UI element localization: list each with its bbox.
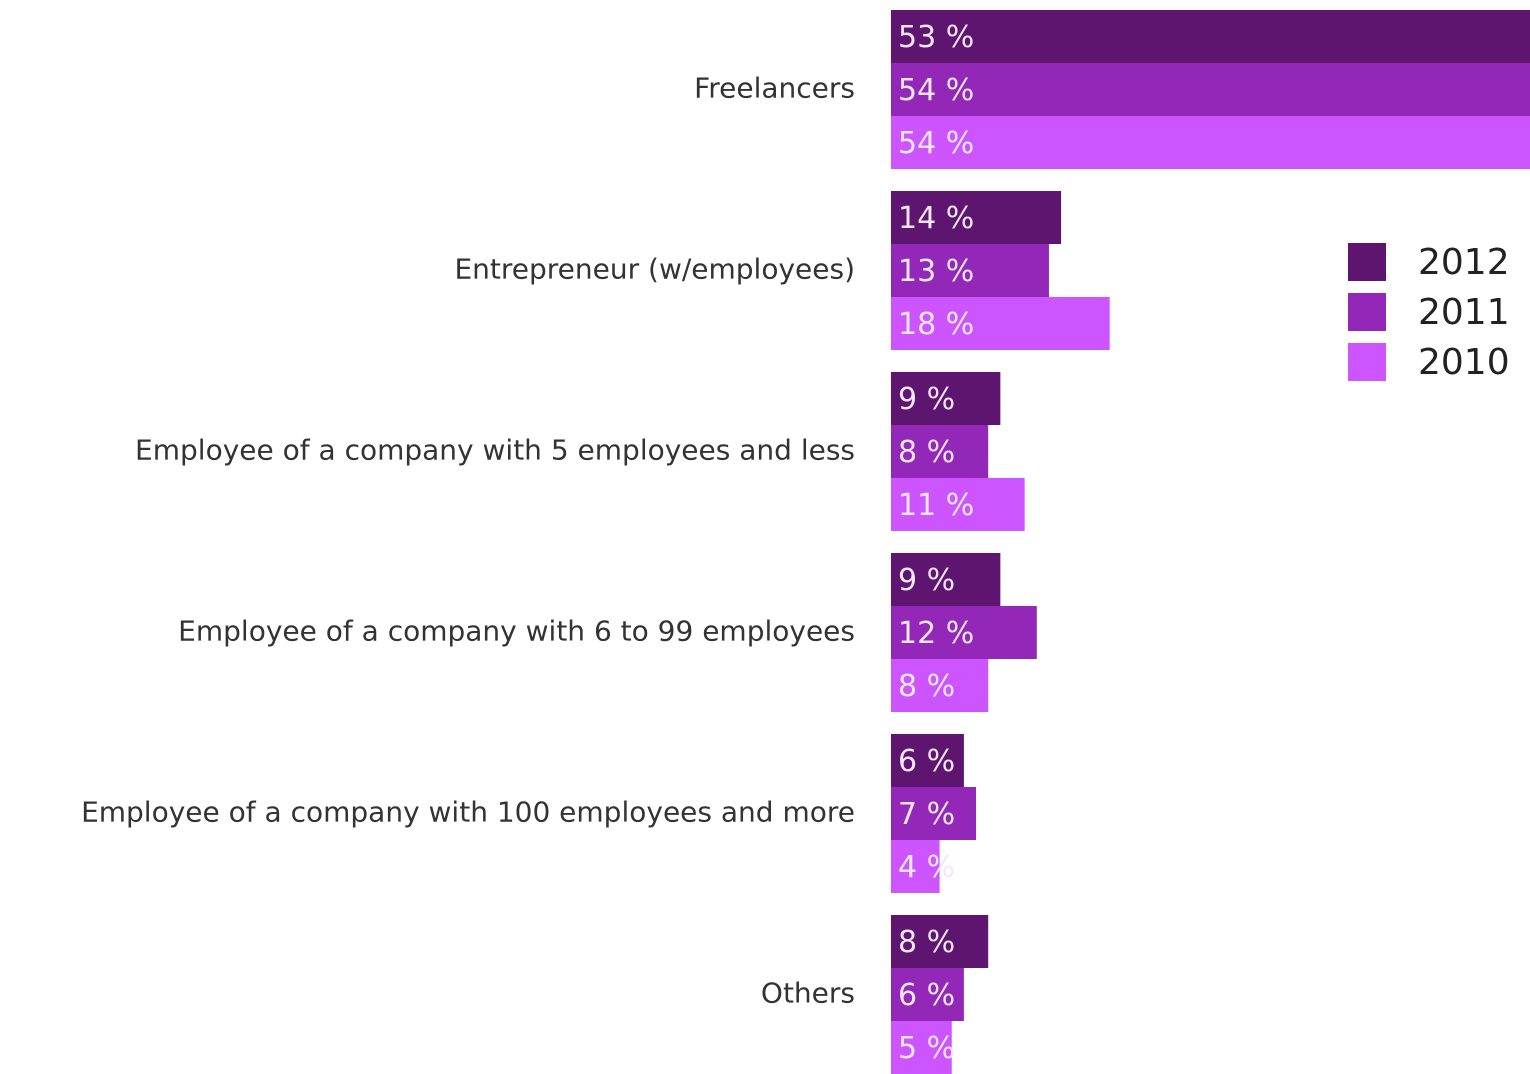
bar [891, 734, 964, 787]
value-label: 12 % [898, 616, 974, 651]
bar [891, 244, 1049, 297]
value-label: 8 % [898, 925, 955, 960]
category-label: Others [761, 977, 855, 1010]
bar [891, 787, 977, 840]
bar [891, 10, 1530, 63]
category-label: Freelancers [694, 72, 855, 105]
bar [891, 372, 1001, 425]
value-label: 4 % [898, 850, 955, 885]
category-label: Employee of a company with 6 to 99 emplo… [178, 615, 855, 648]
value-label: 7 % [898, 797, 955, 832]
bar [891, 116, 1530, 169]
value-label: 8 % [898, 435, 955, 470]
legend-label: 2011 [1418, 292, 1510, 333]
bar [891, 63, 1530, 116]
bar [891, 915, 989, 968]
value-label: 54 % [898, 73, 974, 108]
category-label: Entrepreneur (w/employees) [454, 253, 855, 286]
bar [891, 297, 1110, 350]
legend-swatch [1348, 243, 1386, 281]
legend-label: 2012 [1418, 242, 1510, 283]
bar [891, 659, 989, 712]
bar [891, 191, 1062, 244]
bar [891, 968, 964, 1021]
bar [891, 840, 940, 893]
bar [891, 553, 1001, 606]
value-label: 54 % [898, 126, 974, 161]
value-label: 14 % [898, 201, 974, 236]
value-label: 9 % [898, 382, 955, 417]
value-label: 11 % [898, 488, 974, 523]
bar [891, 478, 1025, 531]
value-label: 6 % [898, 978, 955, 1013]
legend-label: 2010 [1418, 342, 1510, 383]
value-label: 8 % [898, 669, 955, 704]
category-label: Employee of a company with 100 employees… [81, 796, 855, 829]
legend-swatch [1348, 293, 1386, 331]
value-label: 18 % [898, 307, 974, 342]
value-label: 9 % [898, 563, 955, 598]
bar [891, 606, 1037, 659]
bar [891, 1021, 952, 1074]
value-label: 53 % [898, 20, 974, 55]
legend-swatch [1348, 343, 1386, 381]
category-label: Employee of a company with 5 employees a… [135, 434, 855, 467]
value-label: 5 % [898, 1031, 955, 1066]
bar [891, 425, 989, 478]
value-label: 13 % [898, 254, 974, 289]
value-label: 6 % [898, 744, 955, 779]
